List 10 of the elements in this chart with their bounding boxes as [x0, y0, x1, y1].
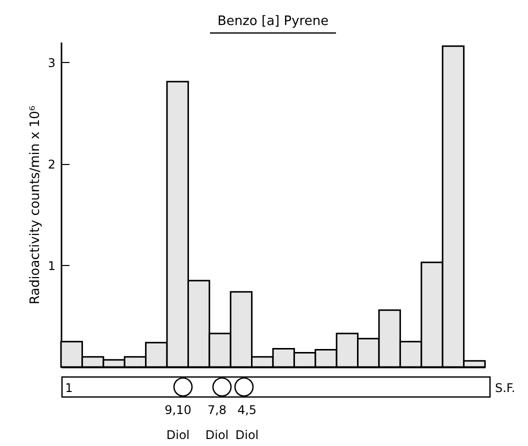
y-tick-label: 3	[48, 56, 56, 70]
chart-title: Benzo [a] Pyrene	[217, 14, 329, 29]
y-tick-label: 2	[48, 157, 56, 172]
text: S.F.	[495, 381, 516, 395]
text: 7,8 Diol	[205, 403, 229, 442]
y-tick-label: 1	[48, 258, 56, 273]
text: 9,10 Diol	[164, 403, 192, 442]
text: 4,5 Diol	[235, 403, 259, 442]
text: 1	[65, 381, 73, 395]
y-axis-title: Radioactivity counts/min x 10⁶	[28, 106, 43, 304]
